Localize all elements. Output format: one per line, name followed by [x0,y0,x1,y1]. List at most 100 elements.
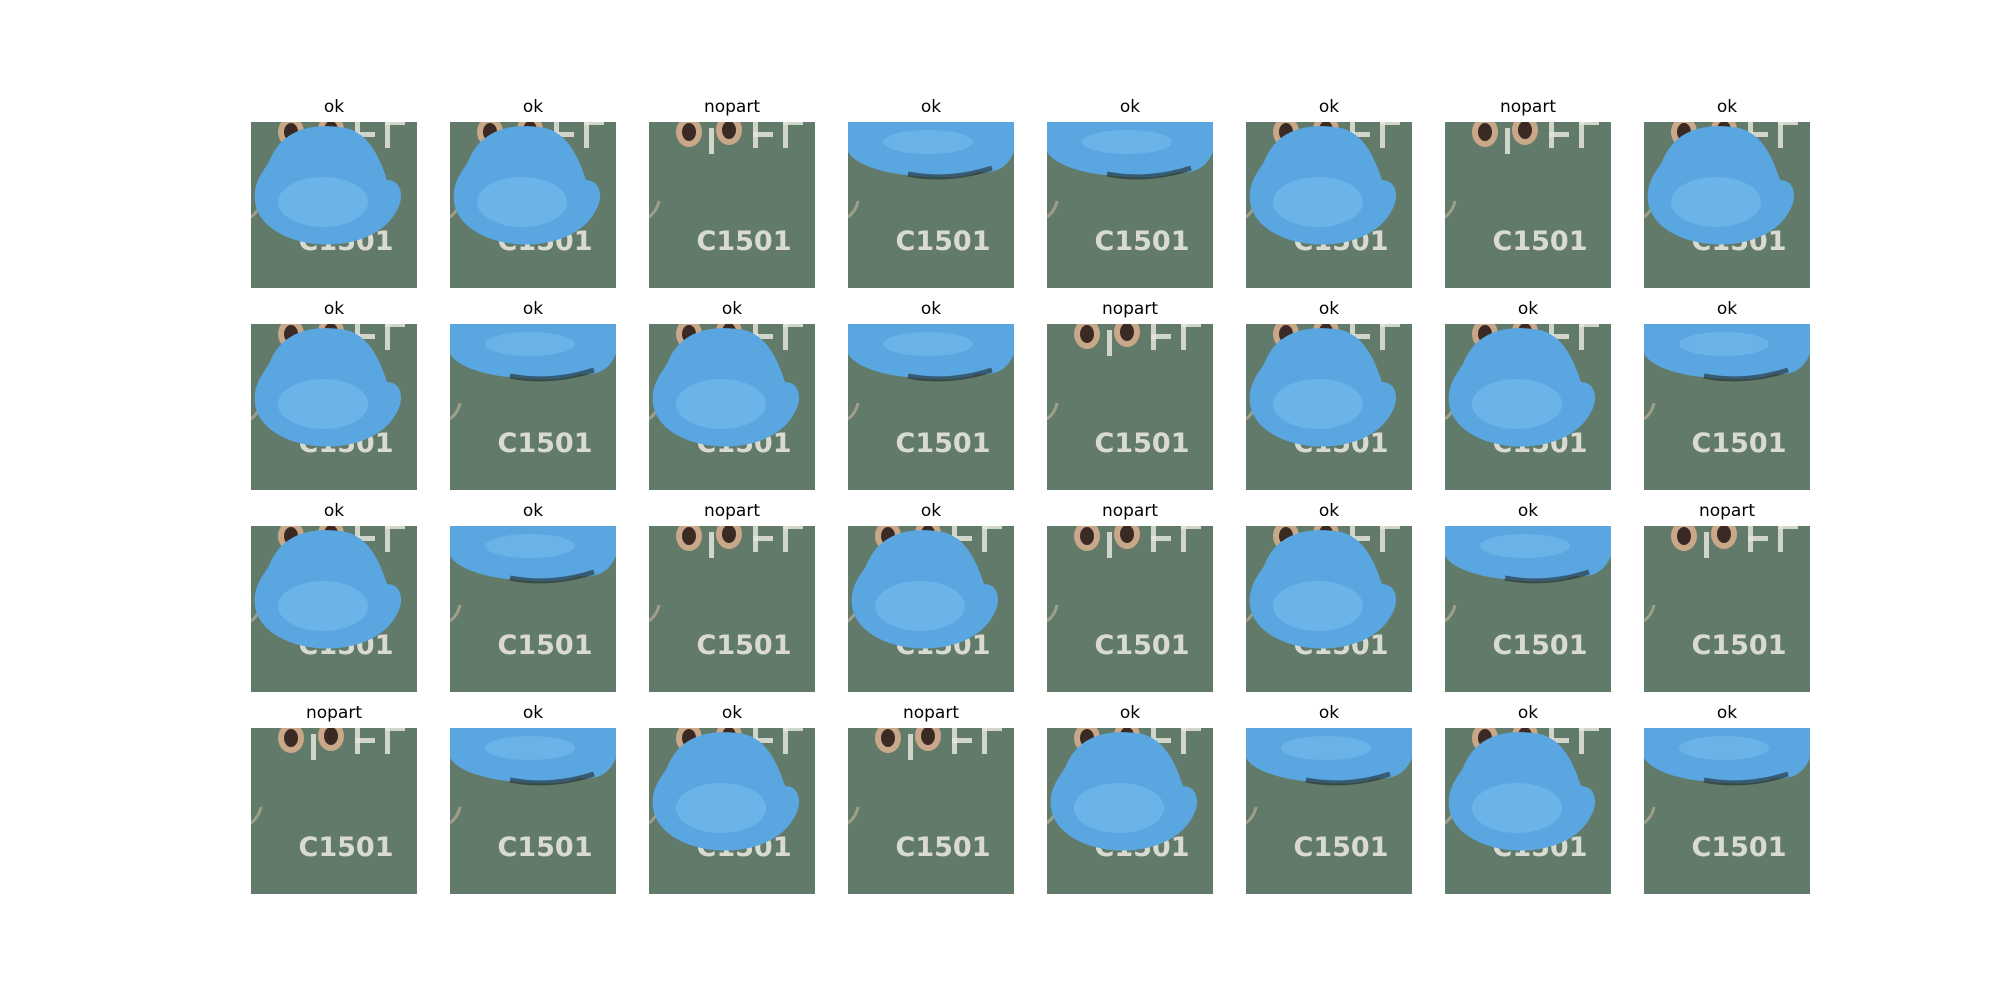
pcb-thumbnail: C1501 [848,728,1014,894]
pcb-image: C1501 [251,526,417,692]
pcb-image: C1501 [848,728,1014,894]
pcb-image: C1501 [1445,122,1611,288]
pcb-thumbnail: C1501 [1047,728,1213,894]
board-marking: C1501 [1493,630,1588,661]
pcb-image: C1501 [1047,324,1213,490]
cell-label: ok [1318,97,1340,117]
pcb-image: C1501 [649,526,815,692]
cell-label: ok [323,501,345,521]
board-marking: C1501 [896,428,991,459]
pcb-image: C1501 [848,122,1014,288]
cell-label: ok [323,299,345,319]
cell-label: ok [1517,299,1539,319]
board-marking: C1501 [1493,226,1588,257]
component-blob [848,324,1014,382]
pcb-image: C1501 [450,324,616,490]
pcb-thumbnail: C1501 [1644,122,1810,288]
pcb-image: C1501 [1246,526,1412,692]
board-marking: C1501 [896,832,991,863]
pcb-thumbnail: C1501 [1445,728,1611,894]
pcb-image: C1501 [1047,122,1213,288]
pcb-thumbnail: C1501 [1246,122,1412,288]
pcb-thumbnail: C1501 [450,324,616,490]
component-blob [1448,328,1596,447]
pcb-thumbnail: C1501 [1644,526,1810,692]
cell-label: ok [1318,501,1340,521]
cell-label: nopart [703,97,761,117]
pcb-image: C1501 [1047,526,1213,692]
cell-label: ok [1517,501,1539,521]
pcb-thumbnail: C1501 [649,526,815,692]
pcb-image: C1501 [1445,324,1611,490]
pcb-thumbnail: C1501 [1246,526,1412,692]
board-marking: C1501 [1095,428,1190,459]
cell-label: ok [323,97,345,117]
board-marking: C1501 [498,428,593,459]
component-blob [254,530,402,649]
board-marking: C1501 [299,832,394,863]
component-blob [1249,126,1397,245]
cell-label: ok [1119,703,1141,723]
cell-label: ok [920,97,942,117]
component-blob [1246,728,1412,786]
pcb-image: C1501 [649,324,815,490]
board-marking: C1501 [1692,832,1787,863]
board-marking: C1501 [697,630,792,661]
pcb-image: C1501 [251,324,417,490]
pcb-thumbnail: C1501 [1047,122,1213,288]
pad-marks [1671,526,1798,558]
component-blob [1644,324,1810,382]
pcb-image: C1501 [1445,526,1611,692]
board-marking: C1501 [1692,630,1787,661]
pcb-thumbnail: C1501 [251,526,417,692]
component-blob [1445,526,1611,584]
board-marking: C1501 [498,630,593,661]
cell-label: ok [1716,299,1738,319]
pcb-image: C1501 [649,728,815,894]
board-marking: C1501 [1294,832,1389,863]
cell-label: ok [1517,703,1539,723]
cell-label: nopart [1499,97,1557,117]
pcb-thumbnail: C1501 [1246,324,1412,490]
pcb-image: C1501 [1246,324,1412,490]
cell-label: nopart [305,703,363,723]
pcb-thumbnail: C1501 [848,122,1014,288]
pcb-thumbnail: C1501 [1047,324,1213,490]
component-blob [254,328,402,447]
pcb-image: C1501 [1047,728,1213,894]
component-blob [848,122,1014,180]
component-blob [1644,728,1810,786]
cell-label: nopart [1698,501,1756,521]
pcb-thumbnail: C1501 [450,728,616,894]
cell-label: nopart [1101,299,1159,319]
cell-label: ok [1318,703,1340,723]
component-blob [1647,126,1795,245]
pcb-image: C1501 [450,122,616,288]
cell-label: ok [522,501,544,521]
pcb-thumbnail: C1501 [649,122,815,288]
board-marking: C1501 [1095,630,1190,661]
pcb-thumbnail: C1501 [1644,728,1810,894]
board-marking: C1501 [498,832,593,863]
pcb-thumbnail: C1501 [649,324,815,490]
pad-marks [1074,324,1201,356]
pcb-thumbnail: C1501 [1246,728,1412,894]
pcb-thumbnail: C1501 [848,526,1014,692]
component-blob [1249,328,1397,447]
pcb-image: C1501 [1445,728,1611,894]
pcb-thumbnail: C1501 [251,728,417,894]
component-blob [851,530,999,649]
pad-marks [1074,526,1201,558]
board-marking: C1501 [1692,428,1787,459]
board-marking: C1501 [896,226,991,257]
cell-label: ok [721,299,743,319]
pcb-thumbnail: C1501 [848,324,1014,490]
pad-marks [875,728,1002,760]
cell-label: ok [522,97,544,117]
pad-marks [278,728,405,760]
pcb-image: C1501 [450,728,616,894]
pcb-thumbnail: C1501 [649,728,815,894]
component-blob [450,526,616,584]
pcb-image: C1501 [251,728,417,894]
pcb-image: C1501 [1246,122,1412,288]
